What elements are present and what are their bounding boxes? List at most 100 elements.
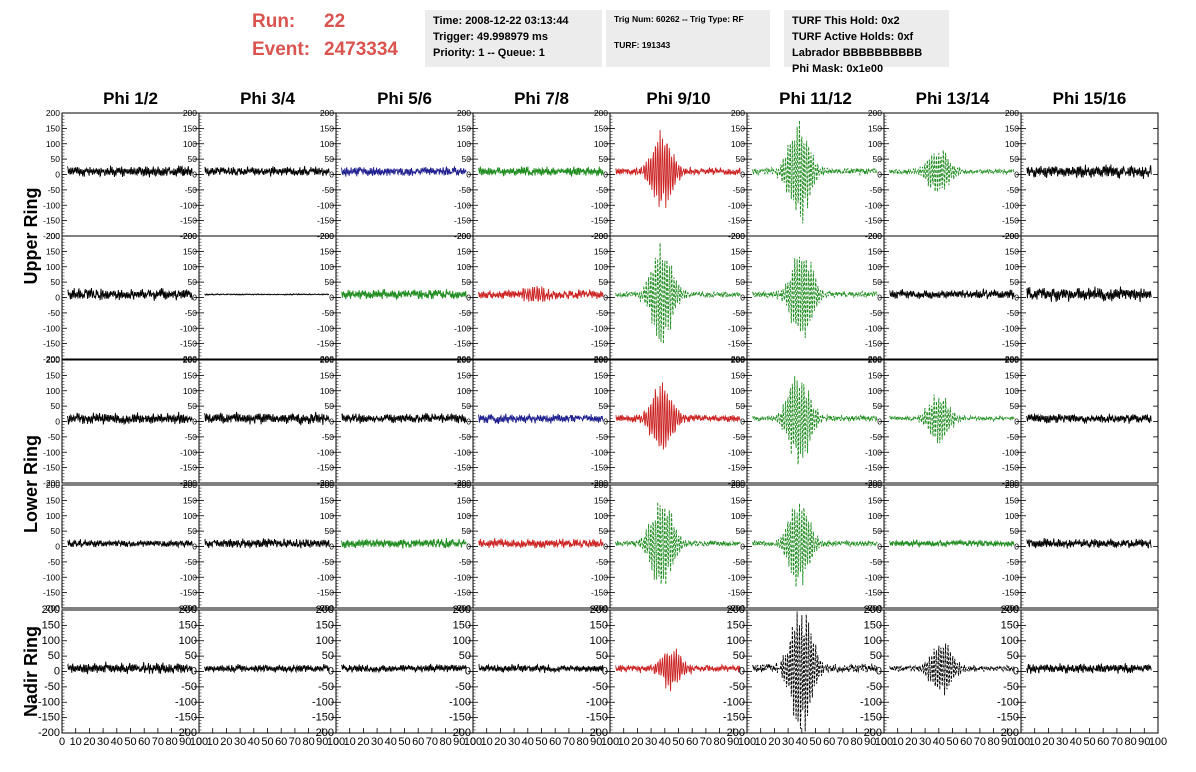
y-tick-label: 100	[316, 635, 334, 647]
y-tick-label: -150	[591, 463, 608, 473]
y-tick-label: -50	[459, 185, 472, 195]
y-tick-label: -150	[449, 712, 471, 724]
x-tick-label: 10	[755, 736, 767, 748]
y-tick-label: -200	[997, 727, 1019, 739]
y-tick-label: -50	[459, 557, 472, 567]
y-tick-label: -150	[43, 463, 60, 473]
y-tick-label: 100	[731, 139, 745, 149]
y-tick-label: 0	[602, 666, 608, 678]
x-tick-label: 70	[1111, 736, 1123, 748]
y-tick-label: -200	[454, 478, 471, 488]
y-tick-label: 150	[457, 495, 471, 505]
run-event-header: Run: 22 Event: 2473334	[252, 8, 398, 64]
y-tick-label: 100	[320, 139, 334, 149]
x-tick-label: 0	[881, 736, 887, 748]
y-tick-label: -150	[865, 339, 882, 349]
y-tick-label: 150	[594, 495, 608, 505]
y-tick-label: -200	[865, 478, 882, 488]
x-tick-label: 40	[659, 736, 671, 748]
y-tick-label: -150	[43, 216, 60, 226]
y-tick-label: 150	[590, 619, 608, 631]
waveform-trace	[67, 165, 193, 178]
y-tick-label: 200	[183, 480, 197, 490]
y-tick-label: -100	[454, 447, 471, 457]
y-tick-label: -150	[43, 588, 60, 598]
panel-frame	[609, 484, 748, 609]
y-tick-label: -50	[1003, 681, 1019, 693]
y-tick-label: 0	[1014, 170, 1019, 180]
x-tick-label: 80	[576, 736, 588, 748]
column-title: Phi 7/8	[514, 89, 569, 108]
y-tick-label: -200	[180, 603, 197, 613]
y-tick-label: -50	[1007, 185, 1020, 195]
y-tick-label: -200	[180, 478, 197, 488]
y-tick-label: 0	[55, 293, 60, 303]
x-tick-label: 60	[960, 736, 972, 748]
y-tick-label: -200	[591, 354, 608, 364]
x-tick-label: 80	[439, 736, 451, 748]
y-tick-label: 50	[462, 154, 472, 164]
x-tick-label: 50	[261, 736, 273, 748]
x-tick-label: 60	[1097, 736, 1109, 748]
x-tick-label: 40	[1070, 736, 1082, 748]
x-tick-label: 100	[1149, 736, 1167, 748]
y-tick-label: -200	[449, 727, 471, 739]
y-tick-label: -200	[317, 354, 334, 364]
x-tick-label: 40	[522, 736, 534, 748]
y-tick-label: 150	[731, 495, 745, 505]
y-tick-label: -50	[48, 308, 61, 318]
y-tick-label: 50	[736, 154, 746, 164]
y-tick-label: 50	[736, 277, 746, 287]
y-tick-label: 50	[873, 526, 883, 536]
y-tick-label: 150	[320, 123, 334, 133]
y-tick-label: -100	[43, 200, 60, 210]
x-tick-label: 0	[333, 736, 339, 748]
y-tick-label: -150	[312, 712, 334, 724]
y-tick-label: 50	[733, 650, 745, 662]
waveform-trace	[1026, 537, 1152, 549]
y-tick-label: 100	[1005, 262, 1019, 272]
x-tick-label: 40	[933, 736, 945, 748]
y-tick-label: 200	[457, 108, 471, 118]
y-tick-label: -50	[459, 308, 472, 318]
y-tick-label: -50	[596, 308, 609, 318]
y-tick-label: -100	[591, 447, 608, 457]
x-tick-label: 10	[344, 736, 356, 748]
y-tick-label: 150	[320, 370, 334, 380]
y-tick-label: -50	[48, 432, 61, 442]
y-tick-label: -100	[728, 323, 745, 333]
y-tick-label: 200	[457, 480, 471, 490]
time-text: Time: 2008-12-22 03:13:44	[433, 15, 569, 27]
y-tick-label: 50	[873, 154, 883, 164]
y-tick-label: 100	[453, 635, 471, 647]
y-tick-label: 100	[727, 635, 745, 647]
x-tick-label: 50	[398, 736, 410, 748]
y-tick-label: 200	[868, 108, 882, 118]
y-tick-label: -100	[865, 572, 882, 582]
y-tick-label: -200	[43, 354, 60, 364]
y-tick-label: -200	[312, 727, 334, 739]
y-tick-label: 50	[599, 401, 609, 411]
y-tick-label: 150	[864, 619, 882, 631]
y-tick-label: -100	[591, 200, 608, 210]
y-tick-label: -50	[459, 432, 472, 442]
y-tick-label: -50	[870, 432, 883, 442]
y-tick-label: -100	[454, 323, 471, 333]
y-tick-label: -150	[591, 339, 608, 349]
y-tick-label: -200	[865, 354, 882, 364]
y-tick-label: 100	[1005, 139, 1019, 149]
y-tick-label: 50	[1010, 526, 1020, 536]
y-tick-label: 50	[325, 526, 335, 536]
x-tick-label: 20	[631, 736, 643, 748]
y-tick-label: 150	[868, 246, 882, 256]
y-tick-label: 150	[731, 246, 745, 256]
y-tick-label: -50	[866, 681, 882, 693]
y-tick-label: 200	[594, 355, 608, 365]
y-tick-label: 50	[51, 526, 61, 536]
x-tick-label: 80	[713, 736, 725, 748]
y-tick-label: 150	[183, 246, 197, 256]
y-tick-label: 100	[42, 635, 60, 647]
y-tick-label: 50	[1010, 277, 1020, 287]
x-tick-label: 90	[179, 736, 191, 748]
y-tick-label: 150	[457, 246, 471, 256]
